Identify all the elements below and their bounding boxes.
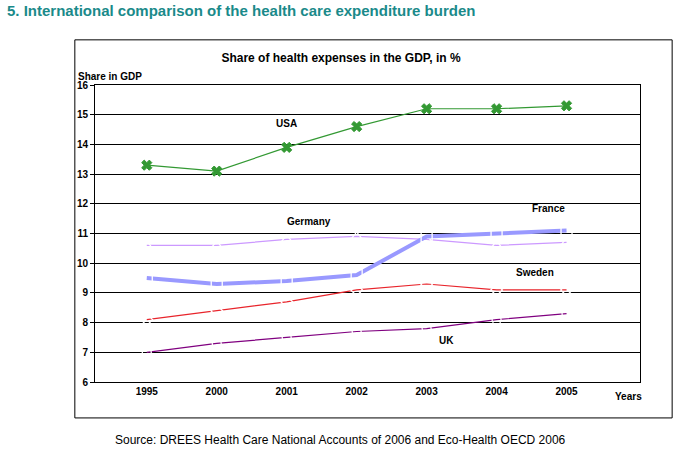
svg-text:Sweden: Sweden [516, 267, 554, 278]
svg-text:Source: DREES Health Care Nati: Source: DREES Health Care National Accou… [115, 433, 566, 447]
svg-text:6: 6 [82, 377, 88, 388]
svg-text:15: 15 [77, 109, 89, 120]
svg-text:France: France [532, 203, 565, 214]
svg-text:UK: UK [439, 335, 454, 346]
svg-text:10: 10 [77, 258, 89, 269]
svg-text:2002: 2002 [346, 386, 369, 397]
svg-text:11: 11 [77, 228, 88, 239]
svg-text:2000: 2000 [206, 386, 229, 397]
svg-text:7: 7 [82, 347, 88, 358]
svg-text:Years: Years [615, 391, 642, 402]
svg-text:2004: 2004 [485, 386, 508, 397]
svg-text:Germany: Germany [287, 216, 331, 227]
svg-text:1995: 1995 [136, 386, 159, 397]
svg-text:14: 14 [77, 139, 89, 150]
svg-text:8: 8 [82, 317, 88, 328]
svg-text:2001: 2001 [276, 386, 299, 397]
svg-text:16: 16 [77, 80, 89, 91]
svg-text:5. International comparison of: 5. International comparison of the healt… [7, 2, 475, 19]
svg-text:12: 12 [77, 198, 89, 209]
svg-text:Share in GDP: Share in GDP [78, 71, 142, 82]
svg-text:2005: 2005 [555, 386, 578, 397]
svg-text:Share of health expenses in th: Share of health expenses in the GDP, in … [221, 51, 461, 65]
svg-text:9: 9 [82, 287, 88, 298]
svg-text:13: 13 [77, 169, 89, 180]
svg-text:USA: USA [276, 118, 297, 129]
svg-text:2003: 2003 [415, 386, 438, 397]
